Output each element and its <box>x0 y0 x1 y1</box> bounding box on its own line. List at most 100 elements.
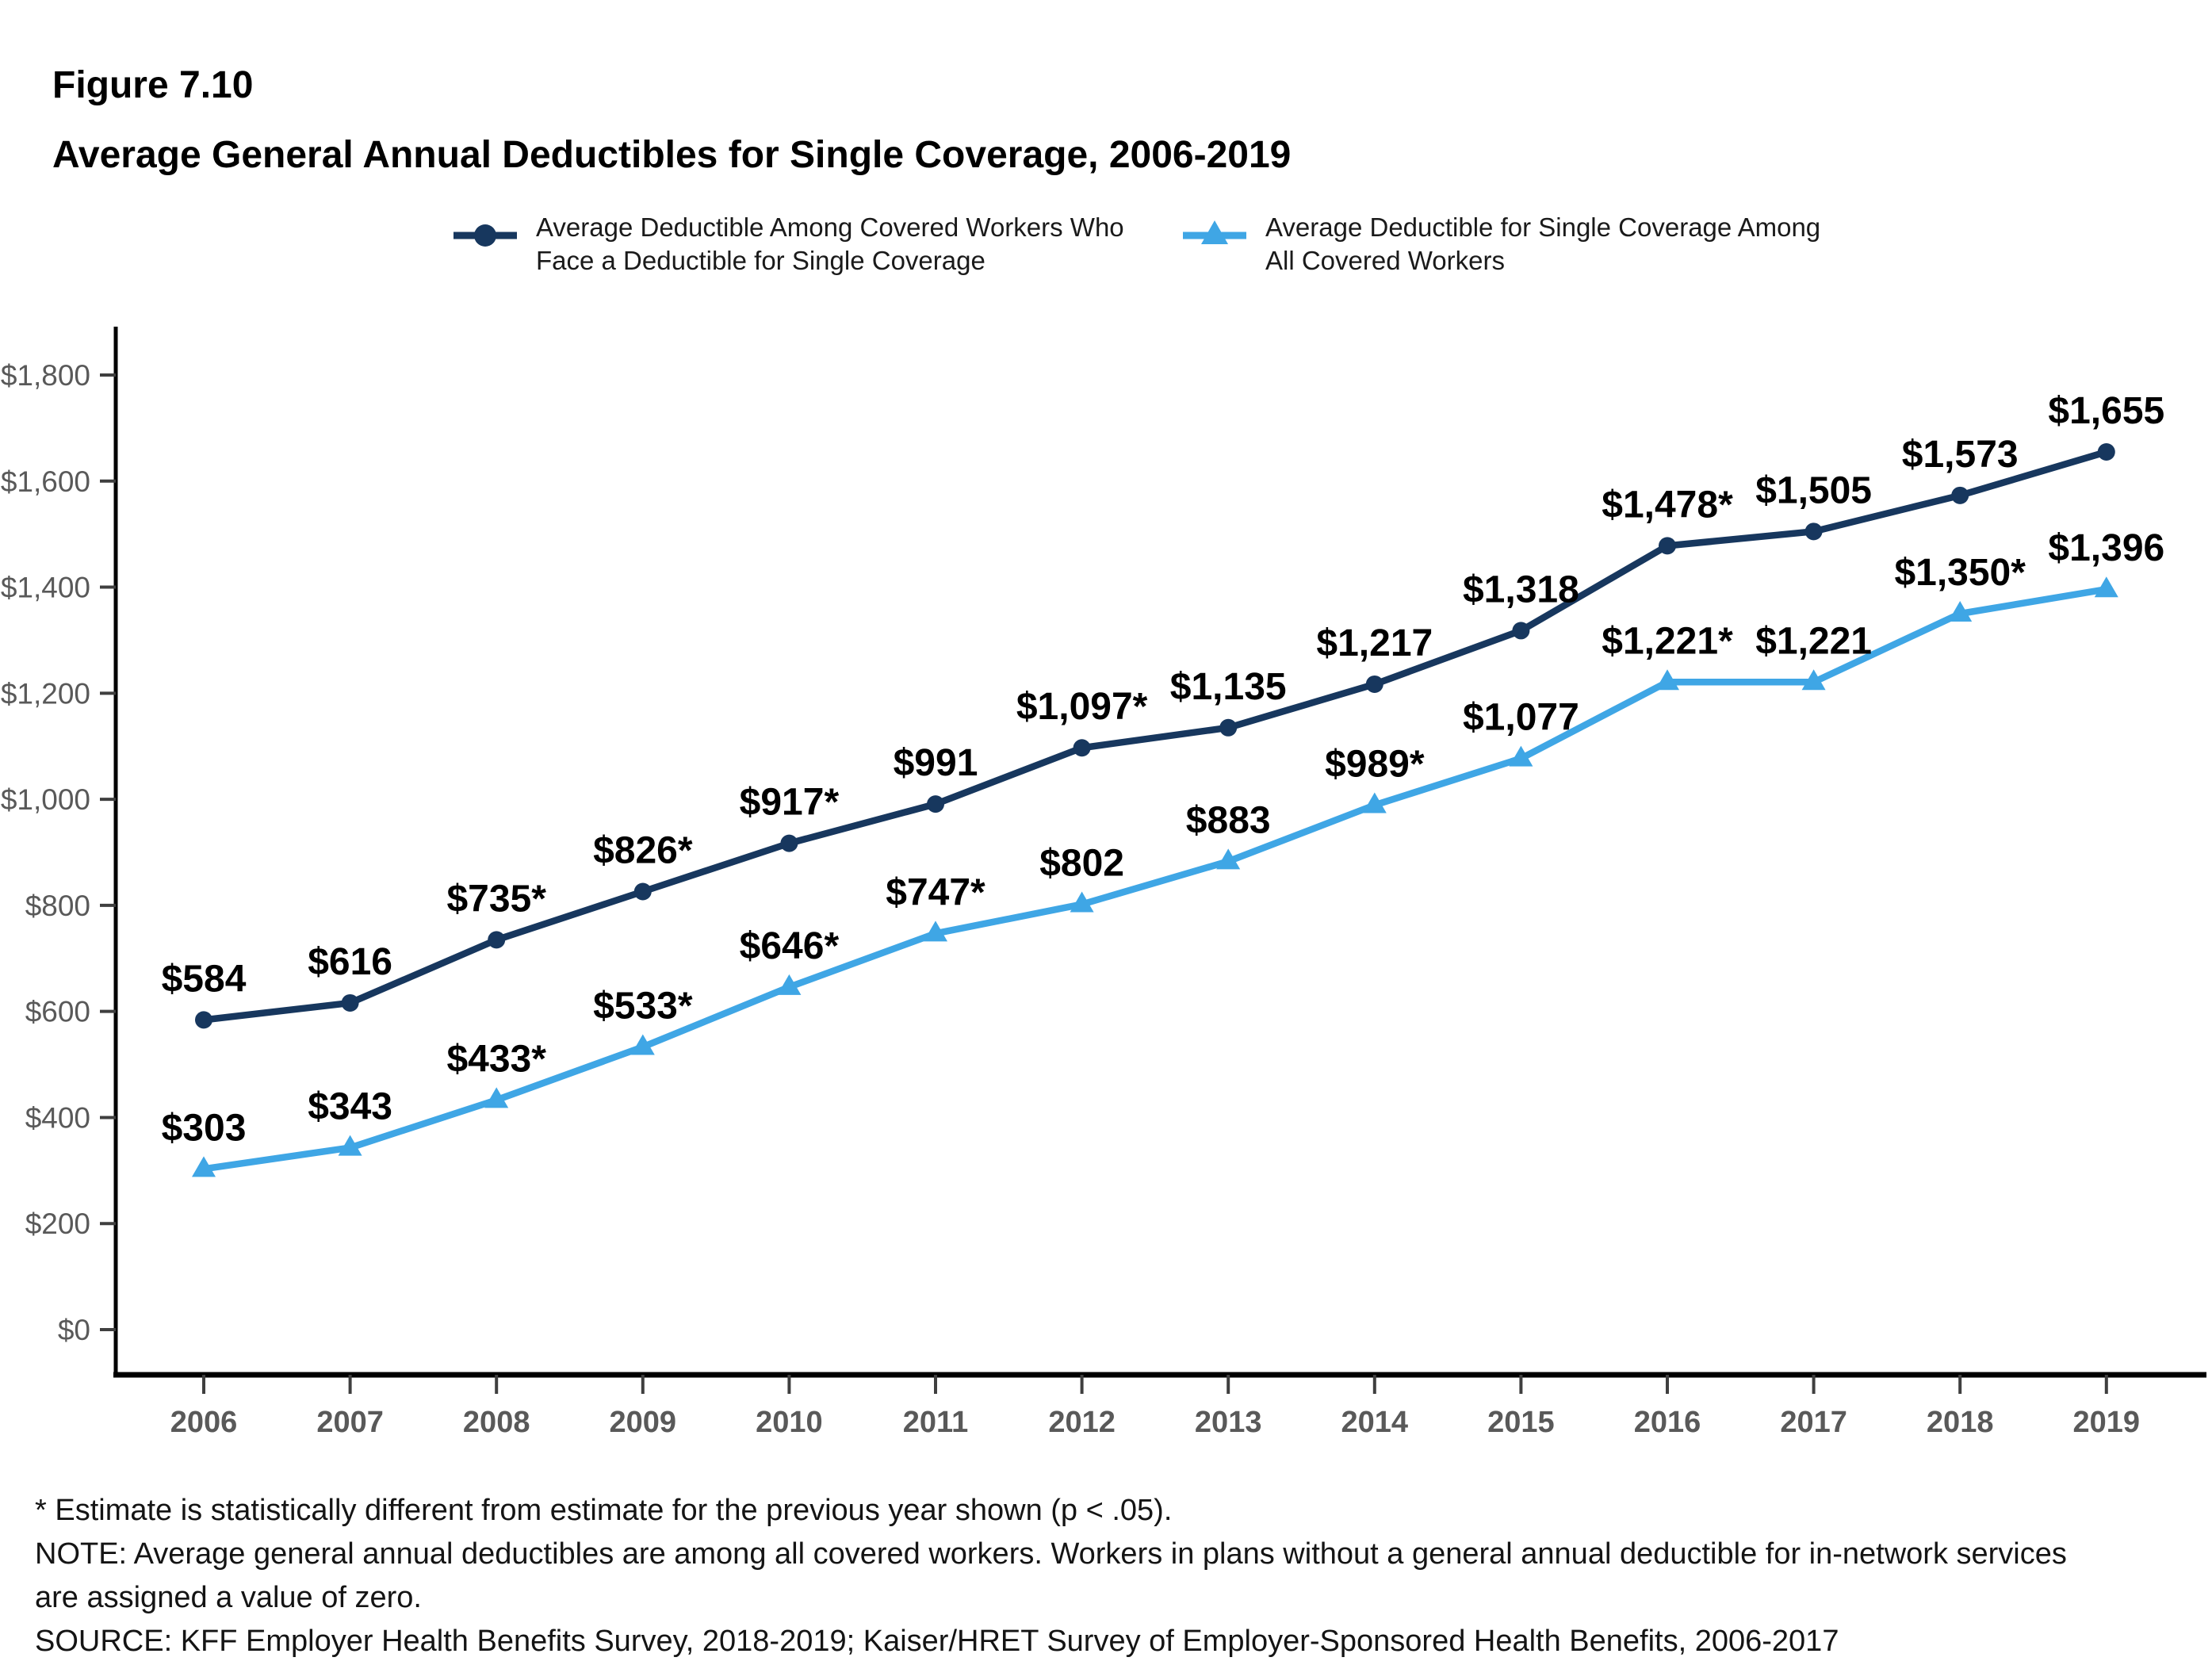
x-tick-label: 2013 <box>1195 1406 1262 1439</box>
y-tick-label: $200 <box>25 1208 90 1240</box>
legend-label-line1: Average Deductible Among Covered Workers… <box>536 212 1124 242</box>
data-point-circle <box>1073 739 1091 757</box>
data-point-triangle <box>1655 669 1679 691</box>
data-point-label: $989* <box>1325 743 1425 785</box>
x-tick-label: 2011 <box>903 1406 968 1439</box>
series-line-circle <box>200 448 2111 1024</box>
data-point-circle <box>1951 486 1969 504</box>
figure-number: Figure 7.10 <box>52 64 254 106</box>
y-tick-label: $1,000 <box>1 783 90 816</box>
x-tick-label: 2010 <box>756 1406 823 1439</box>
footnote-note-line1: NOTE: Average general annual deductibles… <box>35 1537 2067 1571</box>
legend-item-all-covered-workers: Average Deductible for Single Coverage A… <box>1178 211 1820 278</box>
data-point-label: $735* <box>446 878 546 920</box>
y-tick-label: $400 <box>25 1101 90 1134</box>
data-point-label: $747* <box>886 871 985 913</box>
data-point-label: $1,221* <box>1602 620 1733 662</box>
y-tick-label: $1,200 <box>1 677 90 710</box>
data-point-triangle <box>1070 891 1094 913</box>
footnote-source: SOURCE: KFF Employer Health Benefits Sur… <box>35 1625 1839 1658</box>
data-point-label: $1,350* <box>1894 552 2026 594</box>
legend-label: Average Deductible Among Covered Workers… <box>536 211 1124 278</box>
data-point-circle <box>1219 718 1238 737</box>
data-point-triangle <box>2094 576 2118 598</box>
x-tick-label: 2008 <box>463 1406 530 1439</box>
data-point-label: $1,396 <box>2048 527 2164 569</box>
data-point-triangle <box>630 1034 655 1055</box>
x-tick-label: 2015 <box>1487 1406 1555 1439</box>
data-point-circle <box>780 834 798 852</box>
footnote-note-line2: are assigned a value of zero. <box>35 1581 422 1614</box>
x-tick-label: 2018 <box>1927 1406 1994 1439</box>
legend-label-line2: All Covered Workers <box>1265 246 1505 275</box>
data-point-circle <box>927 795 944 813</box>
data-point-triangle <box>924 921 947 942</box>
data-point-label: $1,221 <box>1755 620 1872 662</box>
data-point-triangle <box>1948 601 1973 622</box>
y-tick-label: $800 <box>25 890 90 922</box>
data-point-circle <box>1512 622 1530 640</box>
y-tick-label: $600 <box>25 996 90 1028</box>
y-tick-label: $1,400 <box>1 572 90 604</box>
footnote-asterisk: * Estimate is statistically different fr… <box>35 1494 1173 1527</box>
data-point-triangle <box>338 1135 362 1156</box>
data-point-triangle <box>777 974 802 995</box>
x-tick-label: 2017 <box>1780 1406 1847 1439</box>
data-point-label: $303 <box>162 1107 247 1149</box>
y-tick-label: $0 <box>58 1314 90 1346</box>
data-point-circle <box>488 931 506 949</box>
data-point-label: $533* <box>593 985 693 1027</box>
data-point-label: $917* <box>740 782 840 824</box>
data-point-label: $1,505 <box>1755 469 1872 511</box>
data-point-label: $1,135 <box>1170 666 1287 708</box>
x-tick-label: 2007 <box>316 1406 384 1439</box>
legend-label-line2: Face a Deductible for Single Coverage <box>536 246 985 275</box>
y-tick-label: $1,800 <box>1 359 90 392</box>
data-point-label: $802 <box>1039 843 1124 885</box>
data-point-label: $883 <box>1186 799 1271 841</box>
legend-label-line1: Average Deductible for Single Coverage A… <box>1265 212 1821 242</box>
legend-item-faced-deductible: Average Deductible Among Covered Workers… <box>449 211 1124 278</box>
data-point-label: $826* <box>593 829 693 871</box>
data-point-triangle <box>1362 792 1387 813</box>
figure-title: Average General Annual Deductibles for S… <box>52 134 1292 176</box>
data-point-circle <box>1365 675 1383 693</box>
data-point-circle <box>1804 522 1823 541</box>
data-point-triangle <box>1801 669 1826 691</box>
x-tick-label: 2014 <box>1341 1406 1409 1439</box>
data-point-triangle <box>1509 745 1533 767</box>
data-point-label: $1,077 <box>1463 697 1579 739</box>
data-point-label: $991 <box>894 742 978 784</box>
data-point-circle <box>1659 537 1676 555</box>
data-point-label: $1,318 <box>1463 568 1579 610</box>
y-tick-label: $1,600 <box>1 465 90 498</box>
footnotes: * Estimate is statistically different fr… <box>35 1489 2191 1663</box>
data-point-label: $616 <box>308 941 392 983</box>
data-point-label: $1,655 <box>2048 390 2164 432</box>
data-point-circle <box>633 882 652 901</box>
x-tick-label: 2019 <box>2073 1406 2141 1439</box>
data-point-label: $1,217 <box>1316 622 1433 664</box>
legend-circle-marker-icon <box>453 224 517 247</box>
data-point-label: $1,097* <box>1016 686 1148 728</box>
x-tick-label: 2006 <box>170 1406 238 1439</box>
data-point-label: $646* <box>740 925 840 967</box>
x-tick-label: 2009 <box>610 1406 677 1439</box>
legend-label: Average Deductible for Single Coverage A… <box>1265 211 1820 278</box>
data-point-label: $1,478* <box>1602 484 1733 526</box>
data-point-triangle <box>1216 848 1241 870</box>
x-tick-label: 2016 <box>1634 1406 1701 1439</box>
series-line-triangle <box>200 585 2111 1173</box>
data-point-label: $343 <box>308 1086 392 1128</box>
data-point-triangle <box>192 1156 216 1177</box>
x-tick-label: 2012 <box>1048 1406 1116 1439</box>
data-point-circle <box>195 1011 212 1029</box>
data-point-label: $1,573 <box>1902 434 2019 476</box>
data-point-circle <box>341 993 359 1012</box>
data-point-circle <box>2097 442 2115 461</box>
legend: Average Deductible Among Covered Workers… <box>0 211 2212 298</box>
data-point-triangle <box>484 1087 509 1108</box>
legend-triangle-marker-icon <box>1183 220 1246 244</box>
